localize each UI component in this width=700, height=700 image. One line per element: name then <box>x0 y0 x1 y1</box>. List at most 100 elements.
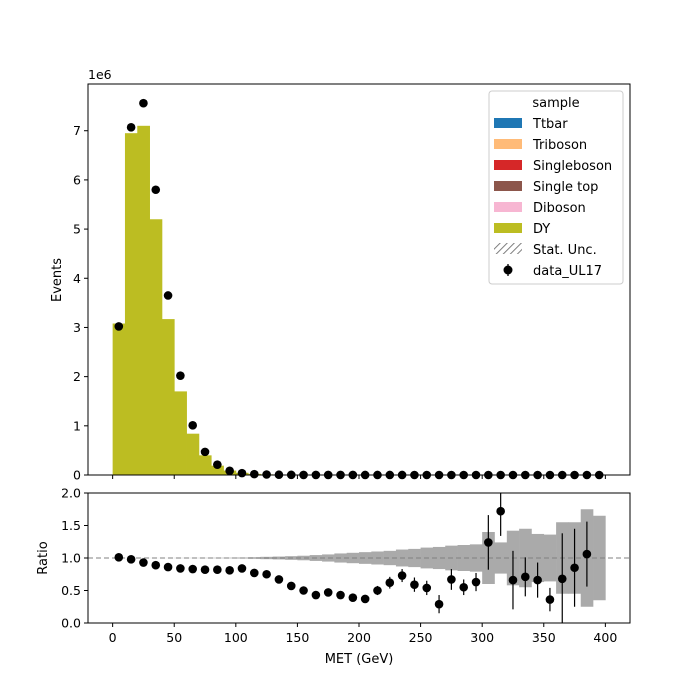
ratio-point <box>545 595 555 604</box>
bar-dy-7 <box>198 455 212 475</box>
ratio-point <box>459 582 469 592</box>
ratio-point <box>373 586 382 595</box>
ratio-y-tick-label: 2.0 <box>61 486 81 501</box>
ratio-band-bin <box>297 555 311 561</box>
data-point <box>114 322 124 331</box>
data-point <box>188 421 198 430</box>
ratio-band-bin <box>383 550 397 566</box>
main-y-tick-label: 3 <box>73 320 81 335</box>
bar-dy-5 <box>174 391 187 475</box>
ratio-point <box>434 599 444 609</box>
legend-swatch-singleboson <box>494 160 522 170</box>
ratio-point <box>520 572 530 582</box>
bar-dy-3 <box>149 219 163 475</box>
x-tick-label: 0 <box>109 630 117 645</box>
ratio-point <box>126 555 136 564</box>
legend-title: sample <box>532 96 579 111</box>
ratio-point <box>262 569 271 579</box>
ratio-point <box>274 575 284 584</box>
main-y-tick-label: 1 <box>73 418 81 433</box>
ratio-y-axis-label: Ratio <box>36 541 51 574</box>
legend-label-stat-unc: Stat. Unc. <box>533 243 597 258</box>
ratio-point <box>570 563 579 573</box>
data-point <box>225 466 234 476</box>
legend-label-dy: DY <box>533 222 550 237</box>
ratio-point <box>360 594 370 604</box>
data-point <box>200 447 210 457</box>
bar-dy-1 <box>124 133 138 476</box>
legend: sample Ttbar Triboson Singleboson Single to… <box>488 90 624 285</box>
bar-dy-8 <box>211 465 224 475</box>
main-y-ticks: 0 1 2 3 4 5 6 7 <box>73 123 88 483</box>
main-panel: 0 1 2 3 4 5 6 7 1e6 Events <box>50 67 631 483</box>
ratio-band-bin <box>223 557 237 559</box>
ratio-point <box>385 578 395 587</box>
data-point <box>151 185 161 195</box>
ratio-band-bin <box>432 546 446 570</box>
legend-marker-data <box>503 265 513 275</box>
ratio-point <box>557 574 567 584</box>
ratio-point <box>176 564 185 573</box>
ratio-point <box>336 590 345 600</box>
ratio-point <box>323 588 333 597</box>
legend-label-triboson: Triboson <box>532 138 587 153</box>
bar-dy-2 <box>137 125 150 476</box>
legend-swatch-ttbar <box>494 118 522 128</box>
legend-label-single-top: Single top <box>533 180 598 195</box>
bar-dy-4 <box>161 319 175 475</box>
main-y-tick-label: 2 <box>73 369 81 384</box>
x-axis-label: MET (GeV) <box>325 652 394 667</box>
ratio-point <box>348 593 358 602</box>
legend-label-singleboson: Singleboson <box>533 159 612 174</box>
main-y-axis-label: Events <box>50 258 65 302</box>
main-y-tick-label: 6 <box>73 172 81 187</box>
ratio-y-tick-label: 0.5 <box>61 583 81 598</box>
legend-swatch-triboson <box>494 139 522 149</box>
ratio-band-bin <box>359 552 372 564</box>
main-y-tick-label: 0 <box>73 468 81 483</box>
ratio-point <box>447 575 456 584</box>
x-tick-label: 400 <box>593 630 617 645</box>
ratio-point <box>249 568 259 578</box>
legend-label-data: data_UL17 <box>533 264 602 279</box>
bar-dy-6 <box>186 433 200 475</box>
ratio-y-ticks: 0.0 0.5 1.0 1.5 2.0 <box>61 486 88 631</box>
ratio-point <box>582 549 592 559</box>
legend-swatch-diboson <box>494 202 522 212</box>
data-point <box>139 98 148 108</box>
data-point <box>176 371 185 380</box>
legend-label-diboson: Diboson <box>533 201 586 216</box>
ratio-point <box>213 565 222 574</box>
ratio-point <box>484 538 493 547</box>
ratio-point <box>397 571 407 580</box>
ratio-point <box>508 575 518 585</box>
x-tick-label: 300 <box>470 630 494 645</box>
x-tick-label: 100 <box>224 630 248 645</box>
ratio-point <box>422 583 432 593</box>
ratio-point <box>114 553 124 562</box>
ratio-point <box>410 580 419 589</box>
x-tick-label: 350 <box>532 630 556 645</box>
ratio-band-bin <box>248 557 261 559</box>
ratio-point <box>496 506 505 516</box>
data-point <box>126 122 136 132</box>
data-point <box>249 469 259 479</box>
x-tick-label: 200 <box>347 630 371 645</box>
legend-swatch-dy <box>494 223 522 233</box>
stacked-bars <box>112 125 606 476</box>
ratio-x-ticks: 0 50 100 150 200 250 300 350 400 <box>109 623 617 645</box>
ratio-point <box>151 560 161 570</box>
y-offset-text: 1e6 <box>88 67 112 82</box>
ratio-y-tick-label: 1.5 <box>61 518 81 533</box>
ratio-y-tick-label: 0.0 <box>61 616 81 631</box>
ratio-band-bin <box>408 548 421 568</box>
ratio-point <box>533 575 542 585</box>
ratio-point <box>188 564 198 574</box>
main-y-tick-label: 5 <box>73 222 81 237</box>
legend-swatch-stat-unc <box>494 243 522 254</box>
ratio-panel: 0 50 100 150 200 250 300 350 400 0.0 0.5 1.0 1.5 2.0… <box>36 486 631 667</box>
main-x-ticks <box>112 475 606 479</box>
data-point <box>213 460 222 469</box>
x-tick-label: 150 <box>285 630 309 645</box>
